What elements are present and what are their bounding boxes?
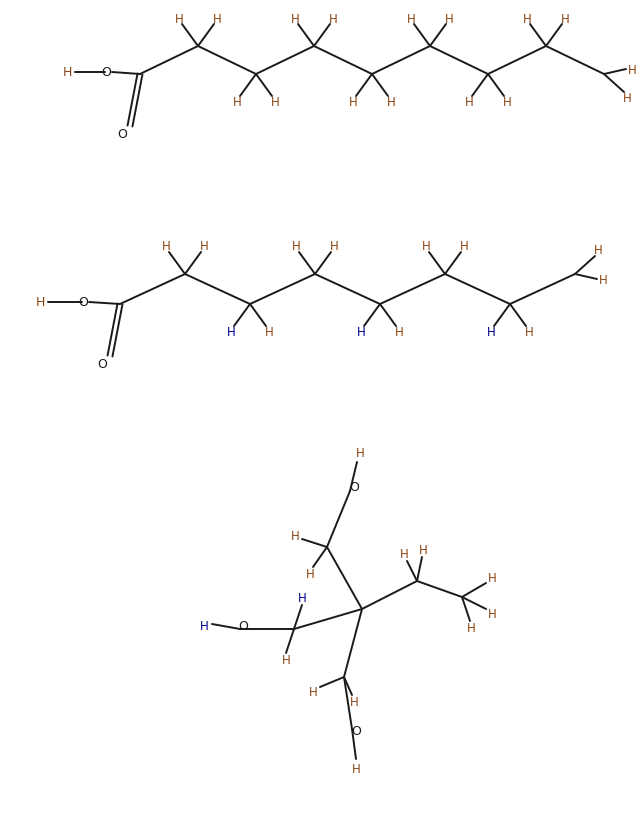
- Text: O: O: [97, 358, 107, 371]
- Text: H: H: [406, 12, 415, 26]
- Text: H: H: [386, 96, 395, 109]
- Text: H: H: [395, 326, 403, 339]
- Text: O: O: [351, 724, 361, 738]
- Text: H: H: [525, 326, 534, 339]
- Text: O: O: [349, 481, 359, 494]
- Text: H: H: [422, 240, 430, 253]
- Text: H: H: [329, 12, 338, 26]
- Text: H: H: [291, 12, 300, 26]
- Text: O: O: [117, 128, 127, 142]
- Text: H: H: [444, 12, 453, 26]
- Text: H: H: [523, 12, 531, 26]
- Text: O: O: [78, 295, 88, 308]
- Text: H: H: [487, 326, 495, 339]
- Text: H: H: [628, 64, 637, 76]
- Text: O: O: [101, 65, 111, 79]
- Text: H: H: [199, 619, 208, 633]
- Text: H: H: [292, 240, 300, 253]
- Text: H: H: [357, 326, 365, 339]
- Text: H: H: [487, 608, 496, 621]
- Text: H: H: [593, 244, 602, 258]
- Text: H: H: [298, 592, 306, 604]
- Text: H: H: [561, 12, 569, 26]
- Text: H: H: [213, 12, 221, 26]
- Text: H: H: [309, 686, 318, 699]
- Text: H: H: [199, 240, 208, 253]
- Text: H: H: [233, 96, 241, 109]
- Text: H: H: [356, 447, 365, 460]
- Text: H: H: [330, 240, 338, 253]
- Text: H: H: [400, 548, 408, 561]
- Text: H: H: [487, 572, 496, 585]
- Text: H: H: [305, 568, 314, 580]
- Text: H: H: [465, 96, 473, 109]
- Text: H: H: [35, 296, 44, 309]
- Text: O: O: [238, 619, 248, 632]
- Text: H: H: [282, 654, 291, 667]
- Text: H: H: [467, 622, 475, 635]
- Text: H: H: [350, 696, 358, 709]
- Text: H: H: [291, 529, 300, 542]
- Text: H: H: [175, 12, 183, 26]
- Text: H: H: [599, 273, 608, 286]
- Text: H: H: [349, 96, 358, 109]
- Text: H: H: [226, 326, 235, 339]
- Text: H: H: [265, 326, 273, 339]
- Text: H: H: [62, 66, 71, 79]
- Text: H: H: [622, 93, 631, 105]
- Text: H: H: [419, 544, 428, 556]
- Text: H: H: [503, 96, 511, 109]
- Text: H: H: [352, 763, 360, 776]
- Text: H: H: [271, 96, 279, 109]
- Text: H: H: [161, 240, 170, 253]
- Text: H: H: [460, 240, 468, 253]
